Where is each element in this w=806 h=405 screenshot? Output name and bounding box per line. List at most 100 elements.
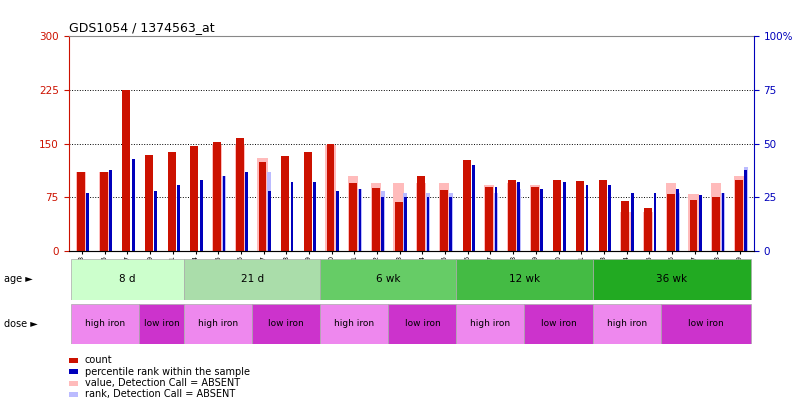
Bar — [320, 304, 388, 344]
Bar — [530, 187, 538, 251]
Text: dose ►: dose ► — [4, 319, 38, 329]
Bar — [268, 172, 271, 251]
Bar — [291, 182, 293, 251]
Bar — [281, 156, 289, 251]
Bar — [485, 187, 493, 251]
Text: 8 d: 8 d — [119, 275, 135, 284]
Bar — [440, 190, 448, 251]
Bar — [109, 170, 112, 251]
Bar — [456, 304, 525, 344]
Bar — [721, 193, 725, 251]
Bar — [71, 259, 185, 300]
Text: rank, Detection Call = ABSENT: rank, Detection Call = ABSENT — [85, 390, 235, 399]
Bar — [358, 189, 362, 251]
Bar — [540, 189, 543, 251]
Bar — [449, 193, 453, 251]
Bar — [666, 183, 676, 251]
Text: 21 d: 21 d — [241, 275, 264, 284]
Bar — [77, 173, 85, 251]
Bar — [661, 304, 751, 344]
Text: value, Detection Call = ABSENT: value, Detection Call = ABSENT — [85, 378, 239, 388]
Text: high iron: high iron — [198, 320, 239, 328]
Bar — [177, 185, 180, 251]
Bar — [336, 191, 339, 251]
Bar — [631, 193, 634, 251]
Text: high iron: high iron — [606, 320, 646, 328]
Bar — [554, 179, 561, 251]
Bar — [252, 304, 320, 344]
Bar — [257, 158, 268, 251]
Bar — [100, 173, 108, 251]
Bar — [314, 182, 316, 251]
Bar — [222, 176, 225, 251]
Bar — [525, 304, 592, 344]
Bar — [326, 144, 334, 251]
Bar — [86, 193, 89, 251]
Bar — [404, 193, 407, 251]
Bar — [212, 145, 222, 251]
Bar — [132, 159, 135, 251]
Text: count: count — [85, 356, 112, 365]
Bar — [508, 179, 516, 251]
Bar — [456, 259, 592, 300]
Bar — [381, 198, 384, 251]
Bar — [735, 179, 743, 251]
Bar — [348, 176, 359, 251]
Text: high iron: high iron — [85, 320, 125, 328]
Bar — [592, 259, 751, 300]
Bar — [388, 304, 456, 344]
Bar — [155, 191, 157, 251]
Bar — [494, 193, 498, 251]
Bar — [359, 189, 361, 251]
Bar — [395, 202, 402, 251]
Bar — [507, 183, 517, 251]
Bar — [733, 176, 744, 251]
Bar — [404, 198, 407, 251]
Bar — [245, 172, 248, 251]
Bar — [689, 200, 697, 251]
Bar — [530, 185, 540, 251]
Bar — [676, 189, 679, 251]
Bar — [699, 195, 702, 251]
Bar — [213, 142, 221, 251]
Text: high iron: high iron — [471, 320, 510, 328]
Bar — [517, 182, 520, 251]
Bar — [472, 165, 475, 251]
Bar — [326, 145, 335, 251]
Bar — [592, 304, 661, 344]
Bar — [599, 179, 607, 251]
Bar — [539, 189, 543, 251]
Bar — [185, 304, 252, 344]
Bar — [372, 188, 380, 251]
Bar — [713, 198, 720, 251]
Bar — [268, 191, 271, 251]
Bar — [463, 160, 471, 251]
Bar — [585, 185, 588, 251]
Text: 6 wk: 6 wk — [376, 275, 401, 284]
Bar — [190, 146, 198, 251]
Bar — [426, 193, 430, 251]
Bar — [76, 173, 86, 251]
Bar — [168, 152, 176, 251]
Bar — [259, 162, 267, 251]
Bar — [621, 212, 630, 251]
Bar — [123, 90, 131, 251]
Bar — [349, 183, 357, 251]
Bar — [185, 259, 320, 300]
Text: 36 wk: 36 wk — [656, 275, 688, 284]
Bar — [576, 181, 584, 251]
Text: low iron: low iron — [405, 320, 440, 328]
Bar — [320, 259, 456, 300]
Bar — [145, 154, 153, 251]
Bar — [236, 138, 243, 251]
Bar — [200, 180, 202, 251]
Bar — [563, 182, 566, 251]
Text: low iron: low iron — [688, 320, 724, 328]
Text: 12 wk: 12 wk — [509, 275, 540, 284]
Bar — [222, 176, 226, 251]
Text: GDS1054 / 1374563_at: GDS1054 / 1374563_at — [69, 21, 214, 34]
Bar — [517, 189, 521, 251]
Bar — [675, 193, 679, 251]
Bar — [245, 176, 248, 251]
Bar — [711, 183, 721, 251]
